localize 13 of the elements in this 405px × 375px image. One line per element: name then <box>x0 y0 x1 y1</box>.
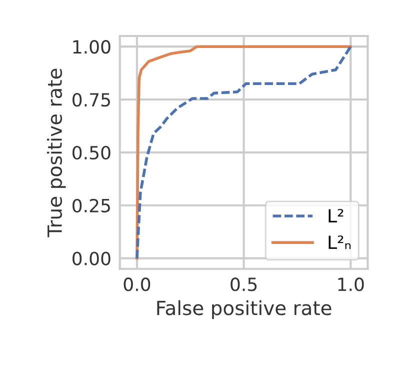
legend-label: L²ₙ <box>328 235 351 249</box>
line-series <box>136 45 352 260</box>
y-tick-label: 0.75 <box>72 92 110 107</box>
y-tick-label: 1.00 <box>73 40 110 54</box>
legend-label: L² <box>328 208 344 222</box>
y-axis-title: True positive rate <box>46 68 66 238</box>
x-tick-label: 0.0 <box>124 278 150 292</box>
y-tick-label: 0.00 <box>72 252 110 266</box>
x-tick-label: 1.0 <box>338 278 364 292</box>
y-tick-label: 0.50 <box>72 146 110 160</box>
y-tick-label: 0.25 <box>72 198 110 212</box>
x-tick-label: 0.5 <box>230 278 257 292</box>
x-axis-title: False positive rate <box>157 300 332 320</box>
